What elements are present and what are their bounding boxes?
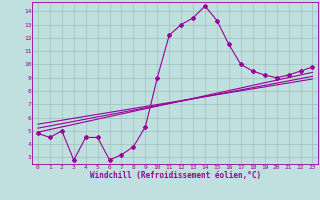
X-axis label: Windchill (Refroidissement éolien,°C): Windchill (Refroidissement éolien,°C) <box>90 171 261 180</box>
